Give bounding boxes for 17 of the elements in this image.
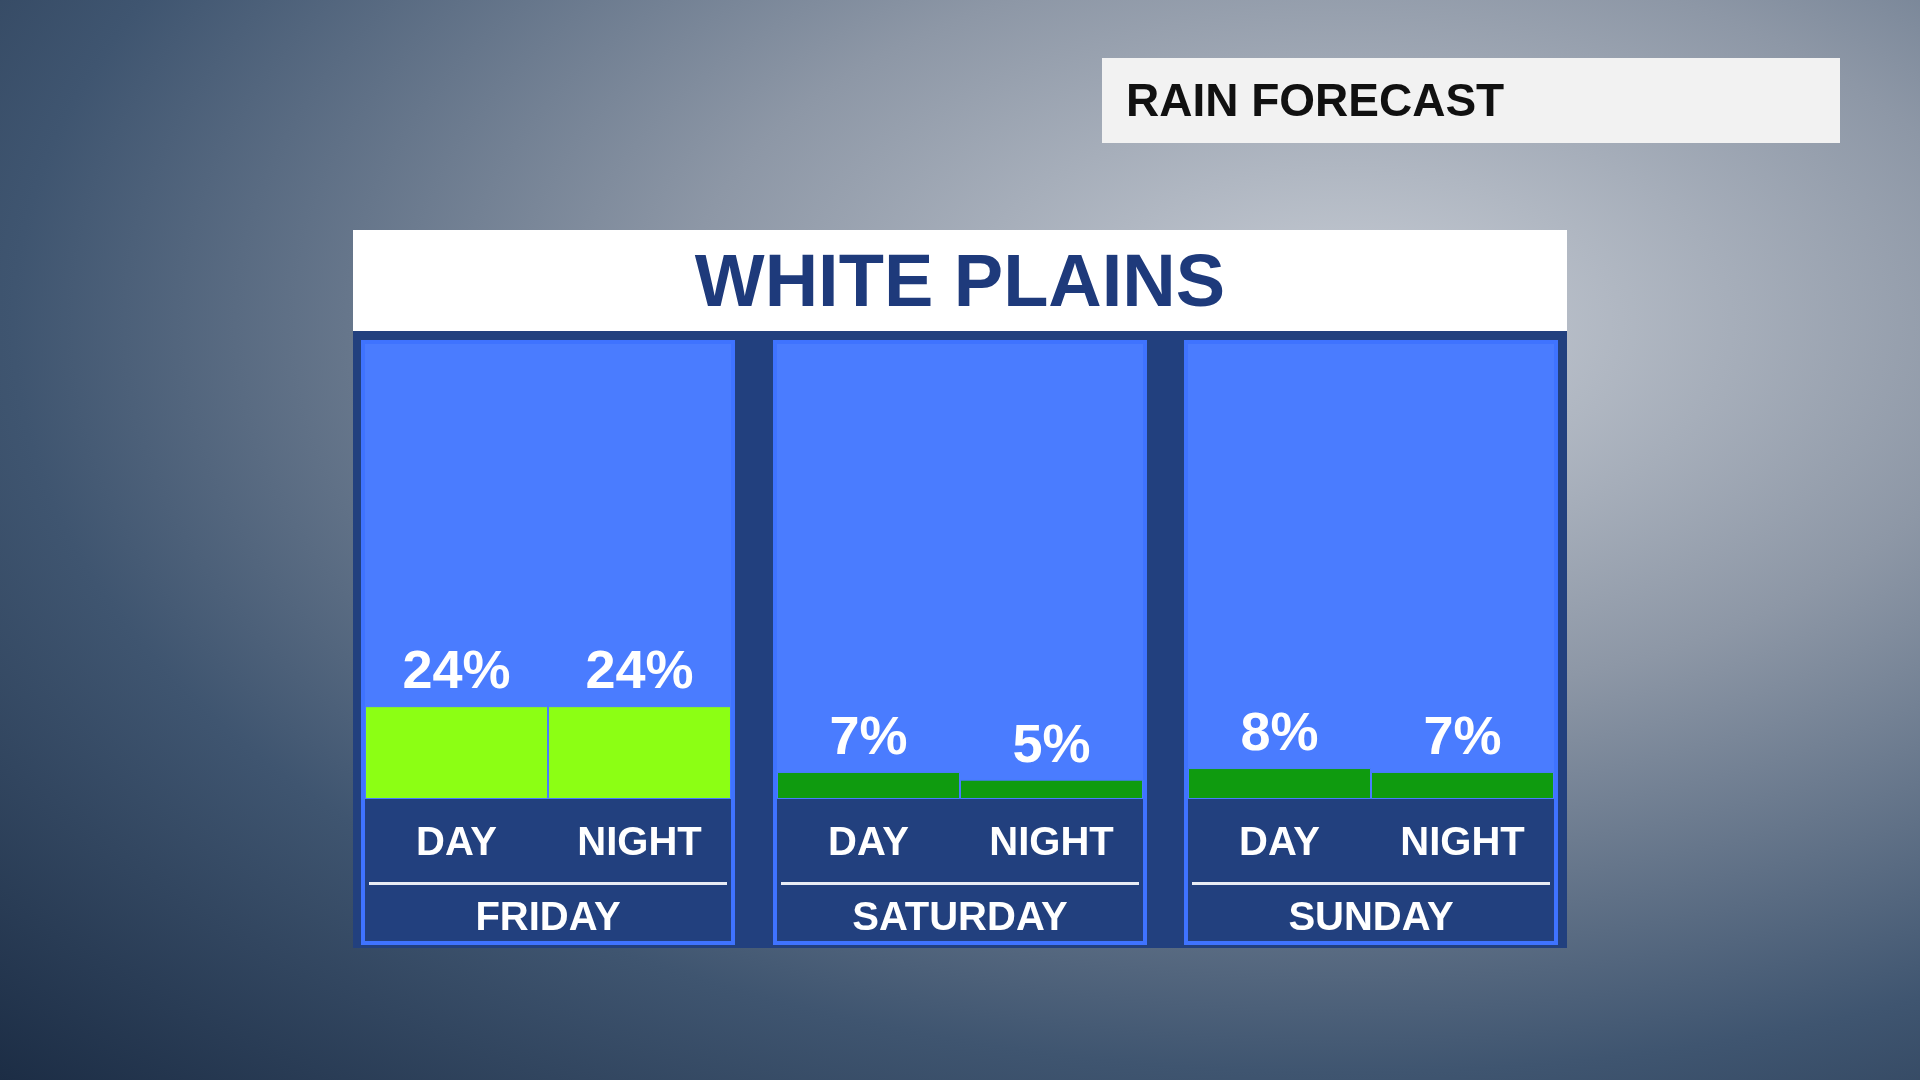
data-label: 8% [1240,701,1319,762]
x-axis-title: SUNDAY [1288,894,1454,938]
x-axis-title: SATURDAY [852,894,1069,938]
data-label: 7% [1423,704,1502,765]
x-tick-label: NIGHT [1400,819,1525,863]
text: WHITE PLAINS [353,230,1567,331]
text: RAIN FORECAST [1102,58,1840,143]
x-tick-label: DAY [828,819,910,863]
x-tick-label: NIGHT [989,819,1114,863]
x-tick-label: DAY [416,819,498,863]
data-label: 5% [1012,712,1091,773]
x-axis-title: FRIDAY [475,894,621,938]
data-label: 24% [402,639,511,700]
data-label: 7% [829,704,908,765]
data-label: 24% [585,639,694,700]
x-tick-label: DAY [1239,819,1321,863]
x-tick-label: NIGHT [577,819,702,863]
